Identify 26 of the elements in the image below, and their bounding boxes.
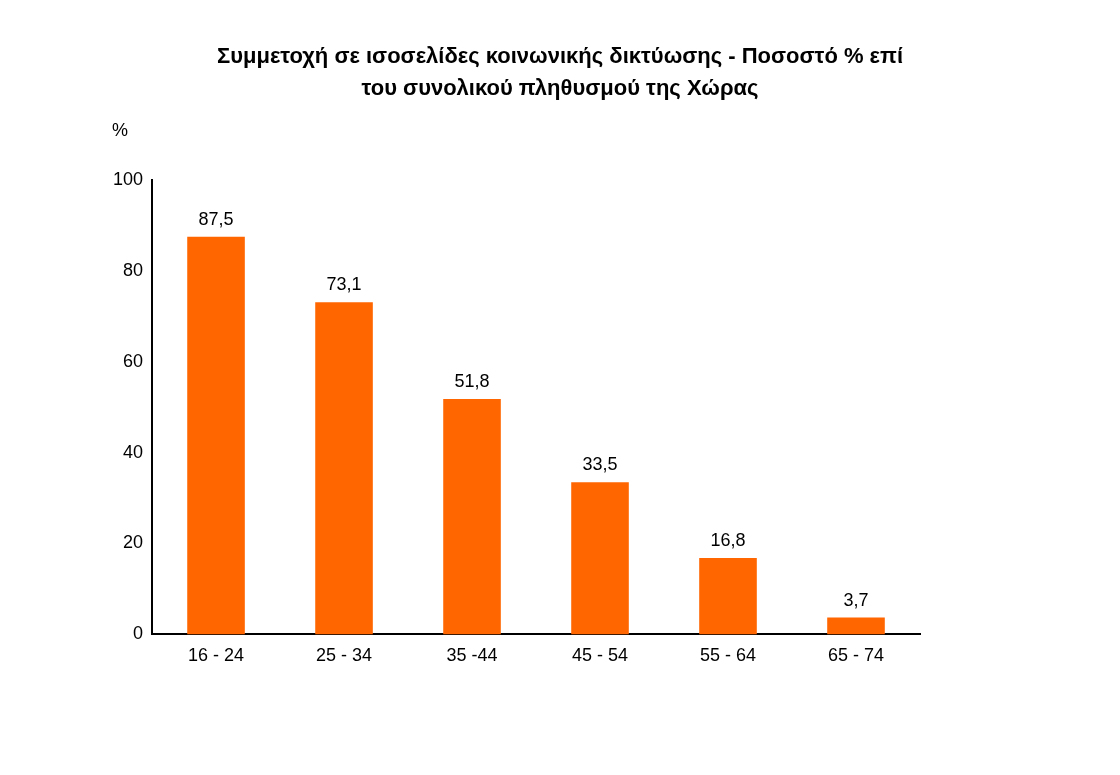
bar <box>827 617 885 635</box>
data-label: 87,5 <box>198 208 234 229</box>
bar <box>571 482 629 635</box>
x-tick-label: 16 - 24 <box>188 645 245 666</box>
data-label: 51,8 <box>454 370 490 391</box>
chart-title: Συμμετοχή σε ισοσελίδες κοινωνικής δικτύωσης - Ποσοστό % επί του συνολικού πληθυσμού της Χώρας <box>215 42 904 102</box>
y-tick-label: 20 <box>123 532 144 553</box>
x-tick-label: 65 - 74 <box>827 645 885 666</box>
data-label: 3,7 <box>843 589 869 610</box>
data-label: 16,8 <box>710 530 746 551</box>
x-tick-label: 35 -44 <box>446 645 498 666</box>
y-tick-label: 40 <box>123 441 144 462</box>
bar <box>315 302 373 635</box>
bar <box>443 399 501 635</box>
y-tick-label: 0 <box>133 623 144 644</box>
data-label: 33,5 <box>582 454 618 475</box>
bar <box>699 558 757 635</box>
x-tick-label: 45 - 54 <box>571 645 629 666</box>
y-tick-label: 60 <box>123 350 144 371</box>
x-tick-label: 25 - 34 <box>316 645 373 666</box>
data-label: 73,1 <box>326 274 362 295</box>
bar <box>187 236 245 635</box>
x-tick-label: 55 - 64 <box>699 645 757 666</box>
y-tick-label: 100 <box>112 168 144 189</box>
y-axis-title: % <box>111 119 129 140</box>
y-tick-label: 80 <box>123 259 144 280</box>
